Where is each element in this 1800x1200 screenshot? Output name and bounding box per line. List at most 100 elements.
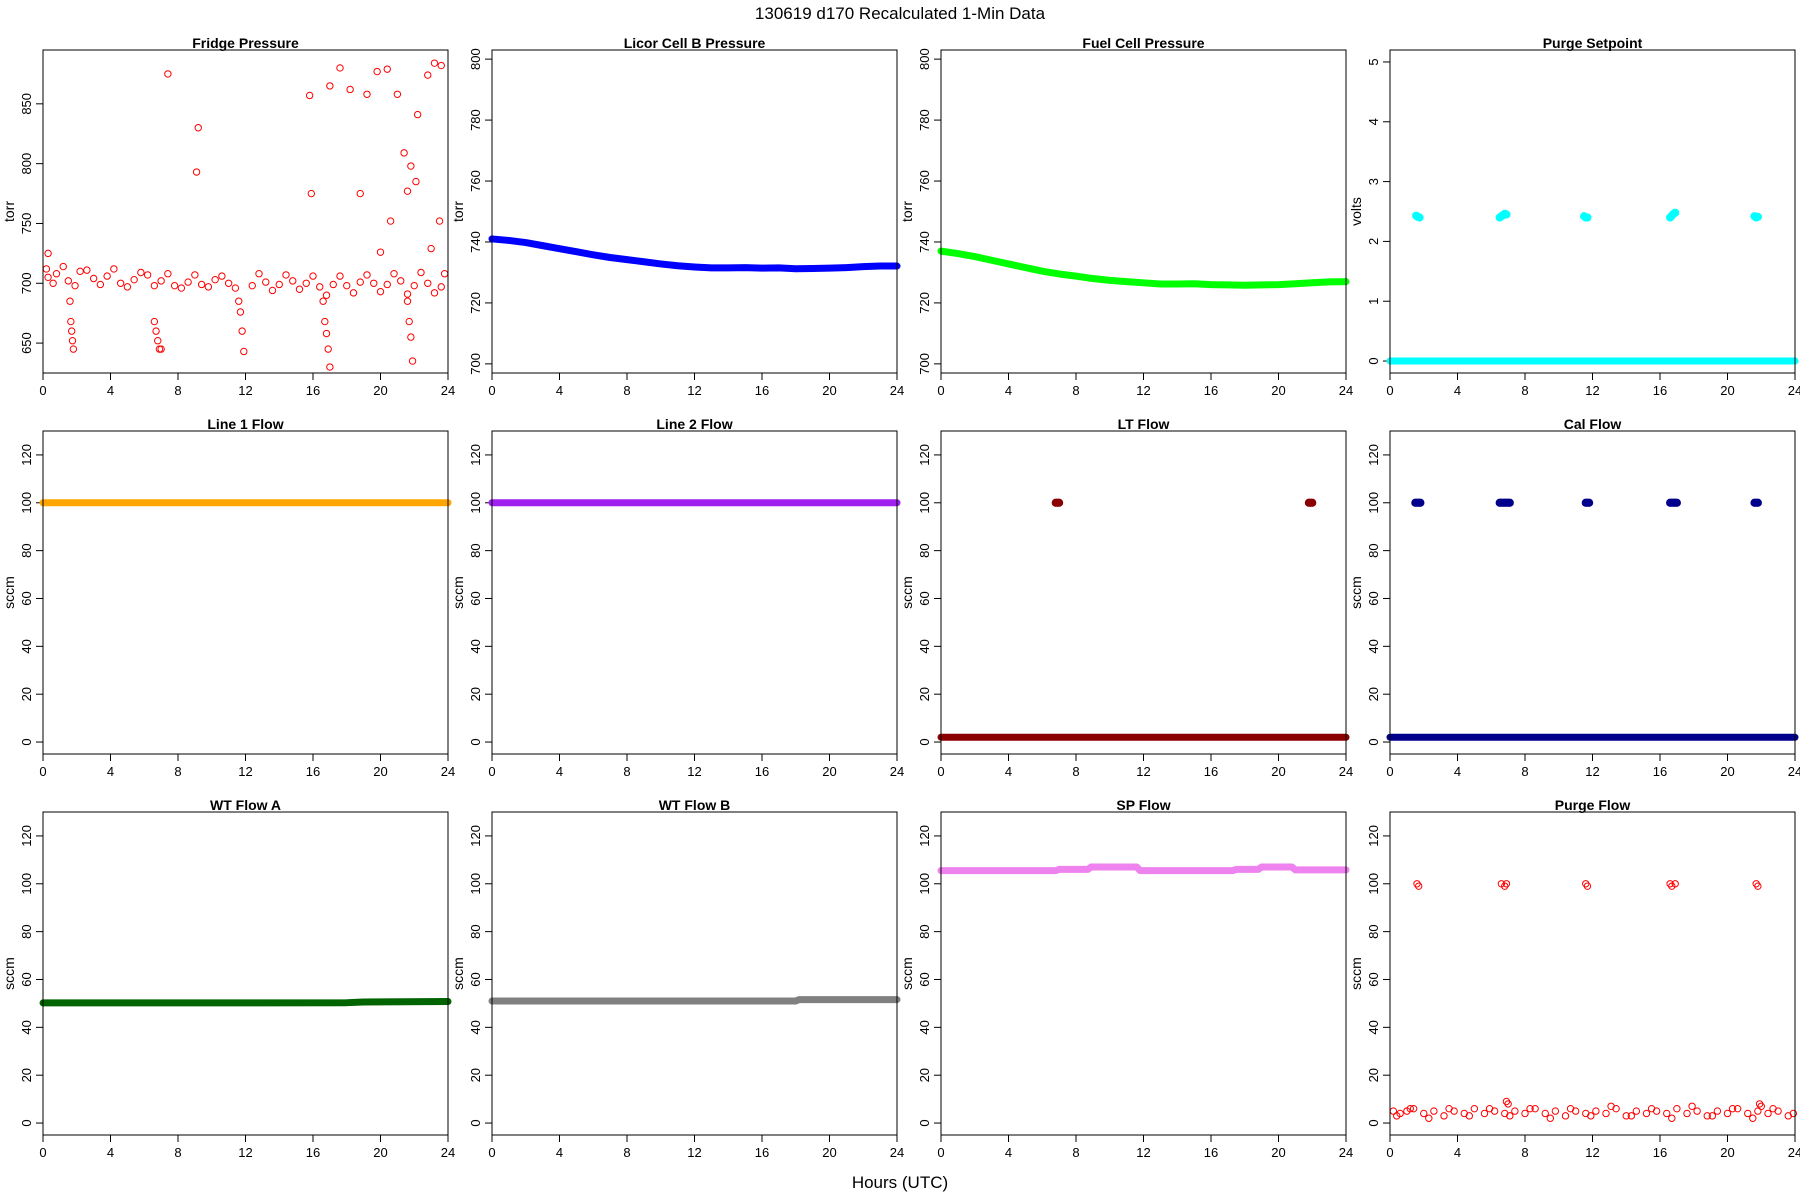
purge-flow-point [1713, 1107, 1722, 1115]
fridge-pressure-title: Fridge Pressure [192, 35, 299, 51]
line-1-flow-xtick-label: 4 [107, 764, 114, 779]
purge-flow-ytick-label: 60 [1366, 972, 1381, 986]
purge-flow-point [1703, 1112, 1711, 1120]
lt-flow-ytick-label: 80 [917, 543, 932, 557]
wt-flow-a-xtick-label: 8 [174, 1145, 181, 1160]
line-1-flow-xtick-label: 20 [373, 764, 387, 779]
purge-flow-point [1587, 1112, 1595, 1120]
line-1-flow-xtick-label: 12 [238, 764, 252, 779]
cal-flow-ylabel: sccm [1348, 576, 1364, 609]
purge-setpoint-xtick-label: 20 [1720, 383, 1734, 398]
fridge-pressure-point [262, 278, 270, 286]
fridge-pressure-point [191, 271, 199, 279]
purge-flow-point [1440, 1112, 1448, 1120]
purge-setpoint-point [1753, 212, 1762, 221]
wt-flow-b-xtick-label: 20 [822, 1145, 836, 1160]
cal-flow-point [1505, 498, 1514, 507]
licor-cell-b-pressure-xtick-label: 0 [488, 383, 495, 398]
lt-flow-ytick-label: 20 [917, 687, 932, 701]
sp-flow-xtick-label: 0 [937, 1145, 944, 1160]
line-1-flow-ytick-label: 80 [19, 543, 34, 557]
fridge-pressure-ytick-label: 800 [19, 153, 34, 175]
purge-flow-point [1566, 1104, 1575, 1113]
fridge-pressure-point [363, 90, 371, 98]
purge-flow-point [1764, 1109, 1772, 1118]
fridge-pressure-point [289, 277, 297, 285]
line-1-flow-xtick-label: 16 [306, 764, 320, 779]
sp-flow-xtick-label: 16 [1204, 1145, 1218, 1160]
fridge-pressure-point [417, 268, 425, 277]
purge-flow-xtick-label: 16 [1653, 1145, 1667, 1160]
panel-purge-flow: Purge Flow sccm 0 4 8 12 16 20 24 0 20 40 60 80 100 120 [1348, 797, 1800, 1160]
purge-flow-point [1546, 1114, 1555, 1122]
cal-flow-plot-frame [1389, 430, 1796, 755]
purge-flow-point [1754, 882, 1762, 890]
fridge-pressure-point [143, 271, 152, 279]
fridge-pressure-point [324, 345, 332, 353]
fuel-cell-pressure-ytick-label: 700 [917, 353, 932, 375]
wt-flow-a-xtick-label: 0 [39, 1145, 46, 1160]
fridge-pressure-point [103, 272, 111, 280]
fridge-pressure-point [430, 289, 439, 297]
licor-cell-b-pressure-ylabel: torr [450, 201, 466, 222]
fridge-pressure-point [240, 347, 248, 356]
lt-flow-xtick-label: 0 [937, 764, 944, 779]
lt-flow-xtick-label: 16 [1204, 764, 1218, 779]
fridge-pressure-point [405, 317, 413, 326]
purge-flow-point [1592, 1107, 1600, 1115]
cal-flow-ytick-label: 120 [1366, 444, 1381, 466]
fridge-pressure-point [316, 283, 324, 291]
purge-flow-xtick-label: 20 [1720, 1145, 1734, 1160]
purge-flow-point [1506, 1112, 1514, 1120]
purge-setpoint-point [1671, 208, 1680, 217]
fridge-pressure-point [66, 297, 74, 305]
purge-flow-point [1622, 1112, 1630, 1120]
purge-flow-ylabel: sccm [1348, 957, 1364, 990]
fridge-pressure-xtick-label: 4 [107, 383, 114, 398]
purge-flow-point [1666, 880, 1674, 888]
fuel-cell-pressure-ytick-label: 780 [917, 109, 932, 131]
purge-flow-point [1673, 1104, 1681, 1113]
licor-cell-b-pressure-xtick-label: 12 [687, 383, 701, 398]
purge-setpoint-ytick-label: 4 [1366, 118, 1381, 125]
fridge-pressure-point [363, 271, 371, 279]
purge-flow-point [1504, 1100, 1512, 1108]
fridge-pressure-point [322, 291, 331, 299]
purge-flow-point [1708, 1112, 1717, 1120]
licor-cell-b-pressure-xtick-label: 4 [556, 383, 563, 398]
licor-cell-b-pressure-title: Licor Cell B Pressure [624, 35, 766, 51]
purge-flow-point [1668, 1114, 1676, 1122]
licor-cell-b-pressure-xtick-label: 16 [755, 383, 769, 398]
sp-flow-ytick-label: 20 [917, 1068, 932, 1082]
line-1-flow-ytick-label: 40 [19, 639, 34, 653]
fridge-pressure-xtick-label: 16 [306, 383, 320, 398]
purge-flow-ytick-label: 100 [1366, 873, 1381, 895]
line-2-flow-xtick-label: 0 [488, 764, 495, 779]
fridge-pressure-point [154, 337, 162, 345]
fridge-pressure-point [336, 64, 344, 72]
fridge-pressure-point [224, 279, 233, 287]
fridge-pressure-point [346, 85, 354, 94]
purge-flow-point [1663, 1109, 1671, 1118]
fridge-pressure-point [59, 262, 67, 271]
fridge-pressure-point [403, 290, 412, 298]
fridge-pressure-point [268, 286, 277, 295]
fuel-cell-pressure-title: Fuel Cell Pressure [1082, 35, 1204, 51]
wt-flow-a-ytick-label: 100 [19, 873, 34, 895]
line-1-flow-ytick-label: 120 [19, 444, 34, 466]
fridge-pressure-point [238, 327, 246, 335]
cal-flow-ytick-label: 40 [1366, 639, 1381, 653]
purge-flow-point [1632, 1107, 1641, 1115]
fuel-cell-pressure-plot-frame [940, 49, 1347, 374]
wt-flow-b-ytick-label: 60 [468, 972, 483, 986]
purge-flow-point [1752, 880, 1760, 888]
fridge-pressure-point [67, 327, 76, 335]
licor-cell-b-pressure-ytick-label: 800 [468, 48, 483, 70]
panel-wt-flow-a: WT Flow A sccm 0 4 8 12 16 20 24 0 20 40 60 80 100 120 [1, 797, 455, 1160]
line-1-flow-xtick-label: 24 [441, 764, 455, 779]
purge-flow-point [1485, 1104, 1494, 1113]
lt-flow-ytick-label: 120 [917, 444, 932, 466]
purge-flow-xtick-label: 0 [1386, 1145, 1393, 1160]
sp-flow-ytick-label: 0 [917, 1119, 932, 1126]
